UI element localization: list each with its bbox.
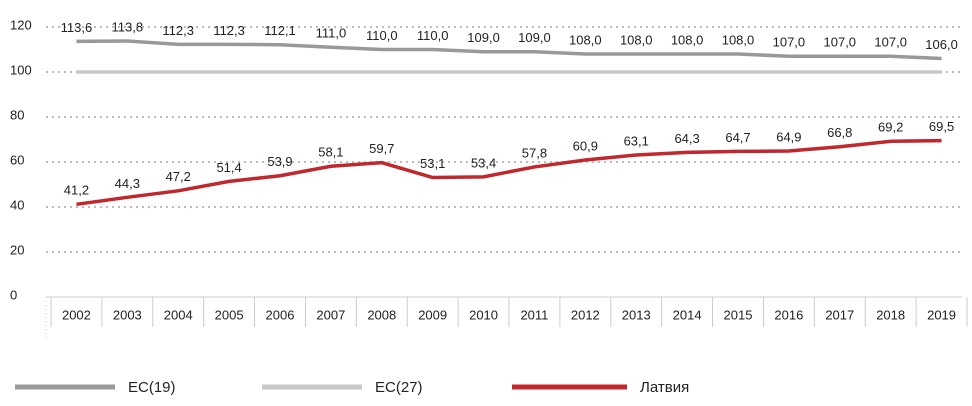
data-label: 107,0 <box>874 35 907 50</box>
x-tick-label: 2007 <box>316 307 345 322</box>
y-tick-label: 0 <box>10 287 17 302</box>
data-label: 69,2 <box>878 120 903 135</box>
y-tick-label: 40 <box>10 197 24 212</box>
x-tick-label: 2010 <box>469 307 498 322</box>
x-tick-label: 2005 <box>215 307 244 322</box>
data-label: 110,0 <box>417 28 449 43</box>
data-label: 111,0 <box>316 26 347 41</box>
data-label: 108,0 <box>671 32 704 47</box>
data-label: 53,1 <box>420 156 445 171</box>
x-tick-label: 2009 <box>418 307 447 322</box>
y-tick-label: 60 <box>10 152 24 167</box>
x-tick-label: 2015 <box>724 307 753 322</box>
data-label: 112,1 <box>264 23 296 38</box>
y-tick-label: 100 <box>10 62 32 77</box>
x-tick-label: 2004 <box>164 307 193 322</box>
x-tick-label: 2014 <box>673 307 702 322</box>
legend-label: ЕС(19) <box>128 379 176 396</box>
x-tick-label: 2013 <box>622 307 651 322</box>
data-label: 69,5 <box>929 119 954 134</box>
data-label: 57,8 <box>522 145 547 160</box>
data-label: 66,8 <box>827 125 852 140</box>
x-tick-label: 2019 <box>927 307 956 322</box>
data-label: 60,9 <box>573 138 598 153</box>
data-label: 108,0 <box>620 32 653 47</box>
data-label: 112,3 <box>162 23 194 38</box>
data-label: 51,4 <box>216 160 241 175</box>
x-tick-label: 2011 <box>520 307 548 322</box>
data-label: 63,1 <box>624 133 649 148</box>
x-tick-label: 2018 <box>876 307 905 322</box>
data-label: 64,9 <box>776 129 801 144</box>
data-label: 106,0 <box>925 37 958 52</box>
data-label: 107,0 <box>773 35 806 50</box>
data-label: 53,4 <box>471 155 496 170</box>
data-label: 44,3 <box>115 176 140 191</box>
series-line <box>76 138 942 207</box>
data-label: 107,0 <box>824 35 857 50</box>
data-label: 110,0 <box>366 28 398 43</box>
x-tick-label: 2006 <box>266 307 295 322</box>
data-label: 41,2 <box>64 183 89 198</box>
data-label: 59,7 <box>369 141 394 156</box>
data-label: 108,0 <box>722 32 755 47</box>
data-label: 58,1 <box>318 145 343 160</box>
x-tick-label: 2008 <box>367 307 396 322</box>
data-label: 113,6 <box>61 20 93 35</box>
y-tick-label: 20 <box>10 242 24 257</box>
data-label: 108,0 <box>569 32 602 47</box>
data-label: 64,7 <box>725 130 750 145</box>
data-label: 53,9 <box>267 154 292 169</box>
x-tick-label: 2012 <box>571 307 600 322</box>
x-tick-label: 2003 <box>113 307 142 322</box>
data-label: 64,3 <box>674 131 699 146</box>
data-label: 109,0 <box>467 30 500 45</box>
data-label: 113,8 <box>112 19 144 34</box>
x-tick-label: 2016 <box>774 307 803 322</box>
x-tick-label: 2002 <box>62 307 91 322</box>
x-tick-label: 2017 <box>825 307 854 322</box>
data-label: 109,0 <box>518 30 551 45</box>
data-label: 112,3 <box>213 23 245 38</box>
legend-label: Латвия <box>640 379 689 396</box>
data-label: 47,2 <box>166 169 191 184</box>
y-tick-label: 80 <box>10 107 24 122</box>
series-line <box>76 39 942 61</box>
y-tick-label: 120 <box>10 17 32 32</box>
legend-label: ЕС(27) <box>375 379 423 396</box>
